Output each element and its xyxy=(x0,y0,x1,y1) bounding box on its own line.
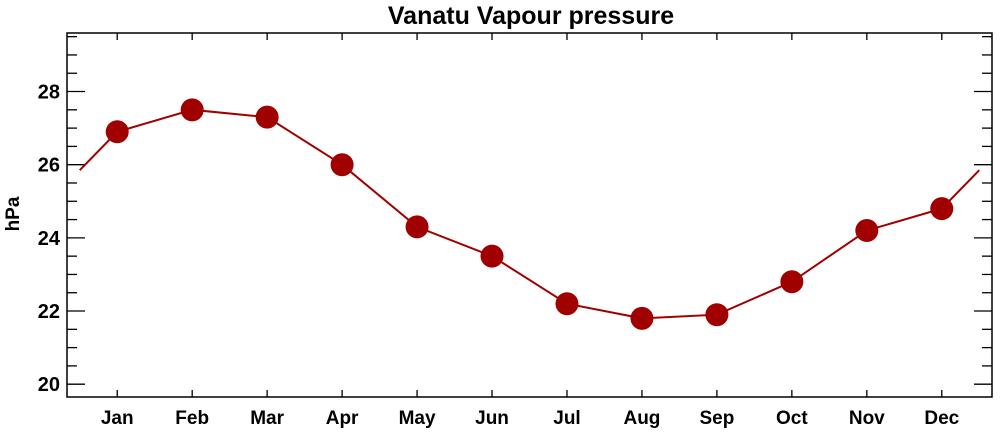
y-tick-label: 28 xyxy=(38,82,60,104)
plot-frame xyxy=(66,32,993,398)
data-point xyxy=(255,105,279,129)
data-point xyxy=(855,219,879,243)
data-point xyxy=(705,303,729,327)
x-tick-label: Mar xyxy=(250,408,284,429)
y-axis-label: hPa xyxy=(3,196,24,231)
x-tick-label: Jul xyxy=(553,408,580,429)
data-point xyxy=(930,197,954,221)
data-point xyxy=(105,120,129,144)
x-tick-label: Apr xyxy=(326,408,359,429)
x-tick-label: May xyxy=(399,408,436,429)
x-tick-label: Aug xyxy=(623,408,660,429)
data-point xyxy=(480,244,504,268)
y-tick-label: 22 xyxy=(38,301,60,323)
x-tick-label: Oct xyxy=(776,408,808,429)
data-point xyxy=(630,306,654,330)
x-tick-label: Dec xyxy=(924,408,959,429)
x-tick-label: Nov xyxy=(849,408,885,429)
x-tick-label: Jun xyxy=(475,408,509,429)
y-tick-label: 26 xyxy=(38,155,60,177)
y-tick-label: 24 xyxy=(38,228,61,250)
data-point xyxy=(330,153,354,177)
data-point xyxy=(555,292,579,316)
data-point xyxy=(180,98,204,122)
data-point xyxy=(405,215,429,239)
y-tick-label: 20 xyxy=(38,374,60,396)
data-point xyxy=(780,270,804,294)
x-tick-label: Jan xyxy=(101,408,134,429)
chart-title: Vanatu Vapour pressure xyxy=(388,2,674,30)
x-tick-label: Sep xyxy=(699,408,734,429)
series-line xyxy=(79,108,980,320)
x-tick-label: Feb xyxy=(175,408,209,429)
